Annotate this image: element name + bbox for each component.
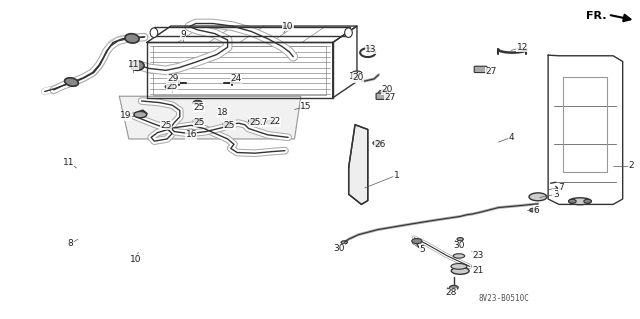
Ellipse shape: [130, 61, 144, 70]
FancyBboxPatch shape: [376, 93, 389, 100]
Text: 20: 20: [353, 73, 364, 82]
Ellipse shape: [457, 238, 463, 241]
Text: 23: 23: [472, 251, 484, 260]
Text: 10: 10: [129, 255, 141, 263]
Ellipse shape: [453, 254, 465, 258]
Text: 8V23-B0510C: 8V23-B0510C: [478, 293, 529, 302]
Text: 11: 11: [127, 60, 139, 69]
Polygon shape: [349, 125, 368, 204]
Ellipse shape: [266, 120, 274, 124]
Text: 20: 20: [381, 85, 392, 94]
Circle shape: [165, 85, 174, 89]
Text: 17: 17: [257, 118, 268, 127]
Circle shape: [449, 286, 458, 290]
Ellipse shape: [125, 34, 139, 43]
Ellipse shape: [65, 78, 78, 86]
Text: 26: 26: [375, 140, 386, 149]
Text: 15: 15: [300, 102, 312, 111]
Text: 10: 10: [282, 22, 294, 31]
Text: 25: 25: [193, 118, 205, 127]
Text: 25: 25: [160, 121, 172, 130]
Ellipse shape: [529, 193, 547, 201]
Text: 25: 25: [166, 82, 178, 91]
Ellipse shape: [451, 263, 467, 269]
Text: 29: 29: [168, 74, 179, 83]
Text: 28: 28: [445, 288, 456, 297]
Text: 30: 30: [453, 241, 465, 250]
Text: 8: 8: [67, 240, 73, 249]
Circle shape: [584, 199, 591, 203]
Circle shape: [530, 208, 538, 212]
Circle shape: [412, 239, 422, 244]
Circle shape: [248, 119, 257, 123]
Text: 24: 24: [230, 74, 241, 83]
Text: 25: 25: [224, 121, 236, 130]
Ellipse shape: [569, 198, 591, 205]
Text: 5: 5: [419, 245, 425, 254]
FancyBboxPatch shape: [474, 66, 487, 72]
Circle shape: [193, 100, 202, 105]
Ellipse shape: [150, 28, 158, 37]
Text: 4: 4: [508, 133, 514, 142]
Text: 7: 7: [558, 183, 564, 192]
Text: 14: 14: [349, 72, 361, 81]
Text: 9: 9: [180, 30, 186, 39]
Ellipse shape: [345, 28, 352, 37]
Circle shape: [223, 122, 232, 126]
Text: 22: 22: [270, 117, 281, 126]
Text: 21: 21: [472, 266, 484, 275]
Circle shape: [352, 71, 362, 76]
Ellipse shape: [341, 241, 348, 244]
Circle shape: [134, 111, 147, 118]
Text: 18: 18: [218, 108, 229, 117]
Text: FR.: FR.: [586, 11, 607, 21]
Text: 19: 19: [120, 111, 131, 120]
Polygon shape: [548, 55, 623, 204]
Text: 3: 3: [553, 190, 559, 199]
Ellipse shape: [451, 267, 469, 274]
Text: 11: 11: [63, 158, 74, 167]
Text: 25: 25: [193, 103, 205, 112]
Text: 2: 2: [628, 161, 634, 170]
Circle shape: [379, 90, 389, 95]
Text: 30: 30: [333, 244, 345, 253]
Polygon shape: [119, 96, 301, 139]
Circle shape: [568, 199, 576, 203]
Text: 6: 6: [534, 206, 540, 215]
Text: 27: 27: [485, 67, 497, 76]
Text: 1: 1: [394, 171, 399, 180]
Text: 12: 12: [517, 43, 529, 52]
Circle shape: [373, 141, 382, 145]
Text: 27: 27: [385, 93, 396, 102]
Text: 16: 16: [186, 130, 197, 139]
Text: 13: 13: [365, 45, 377, 54]
Circle shape: [193, 119, 202, 123]
Text: 25: 25: [250, 118, 260, 127]
